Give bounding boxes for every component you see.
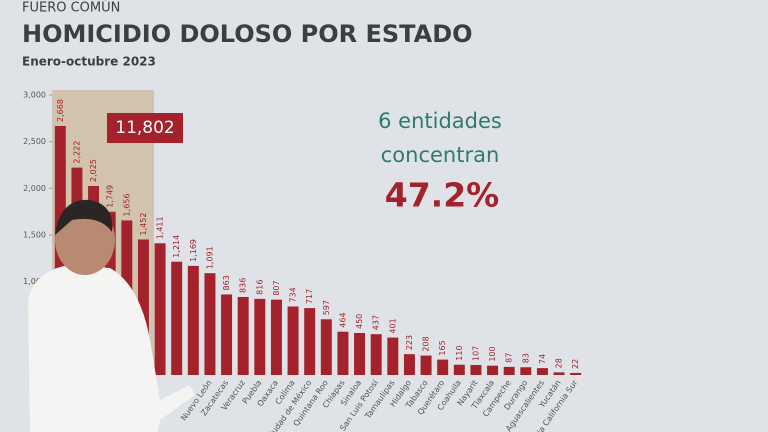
supertitle: FUERO COMÚN xyxy=(22,0,120,16)
value-label: 816 xyxy=(255,280,264,295)
value-label: 2,668 xyxy=(56,99,65,122)
value-label: 223 xyxy=(405,335,414,350)
value-label: 1,656 xyxy=(122,194,131,217)
value-label: 22 xyxy=(571,359,580,369)
bar xyxy=(570,372,582,375)
bar xyxy=(221,294,233,375)
bar xyxy=(171,261,183,375)
bar xyxy=(137,239,149,375)
total-box xyxy=(107,113,183,143)
value-label: 807 xyxy=(272,280,281,295)
value-label: 836 xyxy=(239,278,248,293)
bar xyxy=(487,365,499,375)
value-label: 2,222 xyxy=(72,141,81,164)
bar xyxy=(154,243,166,375)
bar xyxy=(370,334,382,375)
bar xyxy=(337,331,349,375)
value-label: 597 xyxy=(322,300,331,315)
bar xyxy=(287,306,299,375)
y-tick-label: 3,000 xyxy=(23,91,46,100)
value-label: 717 xyxy=(305,289,314,304)
bar xyxy=(420,355,432,375)
value-label: 1,169 xyxy=(189,239,198,262)
value-label: 110 xyxy=(455,345,464,360)
bar xyxy=(536,368,548,375)
bar xyxy=(270,299,282,375)
value-label: 74 xyxy=(538,354,547,364)
speaker-head xyxy=(55,205,115,275)
value-label: 734 xyxy=(289,287,298,302)
bar xyxy=(553,372,565,375)
bar xyxy=(320,319,332,375)
value-label: 1,411 xyxy=(156,216,165,239)
total-label: 11,802 xyxy=(115,118,174,138)
y-tick-label: 2,000 xyxy=(23,184,46,193)
chart-title: HOMICIDIO DOLOSO POR ESTADO xyxy=(22,20,473,48)
bar xyxy=(503,366,515,375)
value-label: 437 xyxy=(372,315,381,330)
value-label: 107 xyxy=(471,346,480,361)
value-label: 1,214 xyxy=(172,235,181,258)
bar xyxy=(470,365,482,375)
y-tick-label: 1,500 xyxy=(23,231,46,240)
value-label: 450 xyxy=(355,314,364,329)
bar xyxy=(354,333,366,375)
value-label: 1,749 xyxy=(106,185,115,208)
speaker-hair xyxy=(55,199,113,235)
bar xyxy=(520,367,532,375)
subtitle: Enero-octubre 2023 xyxy=(22,55,156,69)
bar xyxy=(453,364,465,375)
value-label: 1,452 xyxy=(139,213,148,236)
value-label: 2,025 xyxy=(89,159,98,182)
value-label: 28 xyxy=(555,358,564,368)
callout: 6 entidades xyxy=(378,109,502,133)
speaker-body xyxy=(28,265,195,432)
value-label: 464 xyxy=(338,312,347,327)
value-label: 87 xyxy=(505,353,514,363)
value-label: 863 xyxy=(222,275,231,290)
y-tick-label: 1,000 xyxy=(23,277,46,286)
bar xyxy=(204,273,216,375)
value-label: 1,091 xyxy=(205,246,214,269)
percent: 47.2% xyxy=(385,176,500,215)
bar xyxy=(254,298,266,375)
speaker xyxy=(28,199,195,432)
bar xyxy=(437,359,449,375)
bar xyxy=(187,265,199,375)
value-label: 100 xyxy=(488,346,497,361)
value-label: 165 xyxy=(438,340,447,355)
bar xyxy=(304,308,316,375)
y-tick-label: 2,500 xyxy=(23,137,46,146)
value-label: 401 xyxy=(388,318,397,333)
bar xyxy=(237,296,249,375)
callout: concentran xyxy=(381,143,500,167)
value-label: 208 xyxy=(422,336,431,351)
value-label: 83 xyxy=(521,353,530,363)
bar xyxy=(387,337,399,375)
bar xyxy=(403,354,415,375)
